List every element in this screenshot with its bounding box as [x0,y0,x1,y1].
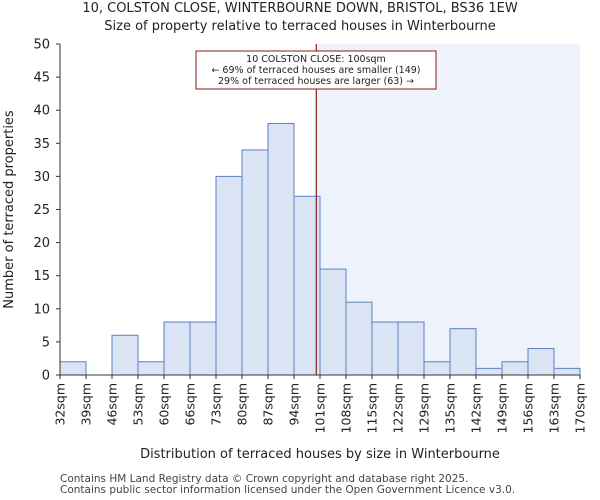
x-tick-label: 101sqm [313,383,328,433]
x-tick-label: 94sqm [287,383,302,426]
chart-title: 10, COLSTON CLOSE, WINTERBOURNE DOWN, BR… [82,1,518,16]
histogram-bar [371,321,399,376]
x-tick-label: 73sqm [209,383,224,426]
x-axis-title: Distribution of terraced houses by size … [140,447,500,462]
x-tick-label: 66sqm [183,383,198,426]
y-tick-label: 15 [33,269,50,284]
histogram-bar [501,361,529,376]
histogram-bar [553,367,581,376]
y-tick-label: 0 [42,369,50,384]
histogram-bar [267,122,295,376]
footer-copyright: Contains HM Land Registry data © Crown c… [60,473,469,485]
histogram-bar [293,195,321,376]
x-tick-label: 115sqm [365,383,380,433]
y-tick-label: 35 [33,137,50,152]
histogram-bar [215,175,243,376]
histogram-bar [59,361,87,376]
x-tick-label: 53sqm [131,383,146,426]
histogram-bar [449,328,477,376]
x-tick-label: 149sqm [495,383,510,433]
x-tick-label: 129sqm [417,383,432,433]
annotation-box [195,50,437,90]
annotation-larger: 29% of terraced houses are larger (63) → [218,76,414,87]
histogram-bar [111,334,139,376]
y-tick-label: 10 [33,302,50,317]
x-tick-label: 32sqm [53,383,68,426]
x-tick-label: 142sqm [469,383,484,433]
y-tick-label: 40 [33,104,50,119]
footer-licence: Contains public sector information licen… [60,484,516,496]
x-tick-label: 46sqm [105,383,120,426]
histogram-bar [527,348,555,376]
y-tick-label: 30 [33,170,50,185]
y-tick-label: 25 [33,203,50,218]
y-tick-label: 5 [42,335,50,350]
x-tick-label: 156sqm [521,383,536,433]
histogram-bar [345,301,373,376]
x-tick-label: 108sqm [339,383,354,433]
histogram-bar [189,321,217,376]
x-tick-label: 39sqm [79,383,94,426]
y-tick-label: 20 [33,236,50,251]
histogram-bar [137,361,165,376]
histogram-bar [423,361,451,376]
y-axis-title: Number of terraced properties [2,110,17,309]
x-tick-label: 135sqm [443,383,458,433]
x-tick-label: 80sqm [235,383,250,426]
histogram-bar [475,367,503,376]
x-tick-label: 122sqm [391,383,406,433]
histogram-bar [241,149,269,376]
histogram-bar [319,268,347,376]
chart-subtitle: Size of property relative to terraced ho… [104,19,496,34]
x-tick-label: 163sqm [547,383,562,433]
x-tick-label: 60sqm [157,383,172,426]
annotation-smaller: ← 69% of terraced houses are smaller (14… [211,65,420,76]
y-tick-label: 50 [33,38,50,53]
histogram-bar [397,321,425,376]
x-tick-label: 170sqm [573,383,588,433]
y-tick-label: 45 [33,71,50,86]
annotation-title: 10 COLSTON CLOSE: 100sqm [246,54,386,65]
histogram-bar [163,321,191,376]
x-tick-label: 87sqm [261,383,276,426]
